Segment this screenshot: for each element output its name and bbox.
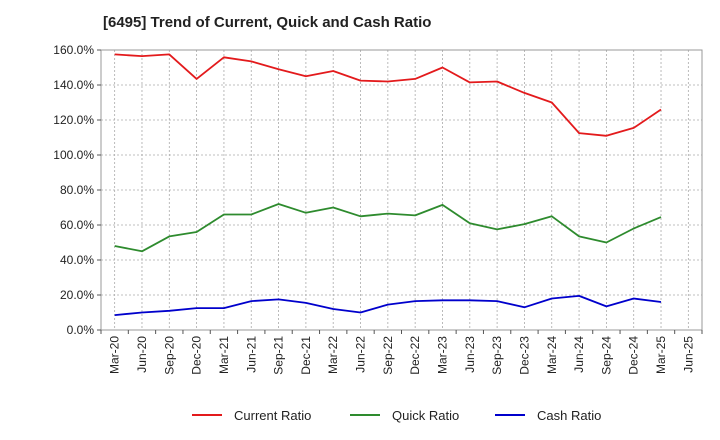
x-tick-label: Mar-25: [654, 336, 668, 374]
x-tick-label: Jun-23: [463, 336, 477, 373]
x-tick-label: Dec-24: [627, 336, 641, 375]
y-axis-ticks: 0.0% 20.0% 40.0% 60.0% 80.0% 100.0% 120.0% 140.…: [53, 43, 101, 337]
y-tick-label: 80.0%: [60, 183, 94, 197]
x-tick-label: Jun-22: [354, 336, 368, 373]
x-tick-label: Jun-20: [135, 336, 149, 373]
x-tick-label: Sep-20: [162, 336, 176, 375]
cash-ratio-line: [114, 294, 662, 316]
x-tick-label: Jun-24: [572, 336, 586, 373]
quick-ratio-line: [114, 203, 662, 253]
x-tick-label: Mar-24: [545, 336, 559, 374]
y-tick-label: 40.0%: [60, 253, 94, 267]
current-ratio-line: [114, 53, 662, 137]
x-tick-label: Mar-22: [326, 336, 340, 374]
x-axis-ticks: Mar-20 Jun-20 Sep-20 Dec-20 Mar-21 Jun-21 Sep-…: [100, 330, 703, 375]
y-tick-label: 140.0%: [53, 78, 94, 92]
x-tick-label: Mar-20: [108, 336, 122, 374]
cash-ratio-legend-label: Cash Ratio: [537, 408, 601, 423]
x-tick-label: Mar-23: [435, 336, 449, 374]
y-tick-label: 0.0%: [67, 323, 95, 337]
y-tick-label: 60.0%: [60, 218, 94, 232]
x-tick-label: Sep-24: [599, 336, 613, 375]
x-tick-label: Dec-20: [190, 336, 204, 375]
x-tick-label: Mar-21: [217, 336, 231, 374]
x-tick-label: Sep-23: [490, 336, 504, 375]
y-tick-label: 160.0%: [53, 43, 94, 57]
x-tick-label: Jun-21: [244, 336, 258, 373]
y-tick-label: 120.0%: [53, 113, 94, 127]
x-tick-label: Sep-21: [272, 336, 286, 375]
x-tick-label: Jun-25: [681, 336, 695, 373]
chart-title: [6495] Trend of Current, Quick and Cash …: [103, 14, 432, 31]
grid: [101, 49, 702, 331]
y-tick-label: 100.0%: [53, 148, 94, 162]
current-ratio-legend-label: Current Ratio: [234, 408, 311, 423]
quick-ratio-legend-label: Quick Ratio: [392, 408, 459, 423]
x-tick-label: Dec-21: [299, 336, 313, 375]
legend: Current Ratio Quick Ratio Cash Ratio: [192, 408, 601, 423]
series-lines: [114, 53, 662, 316]
x-tick-label: Dec-22: [408, 336, 422, 375]
x-tick-label: Sep-22: [381, 336, 395, 375]
x-tick-label: Dec-23: [517, 336, 531, 375]
y-tick-label: 20.0%: [60, 288, 94, 302]
